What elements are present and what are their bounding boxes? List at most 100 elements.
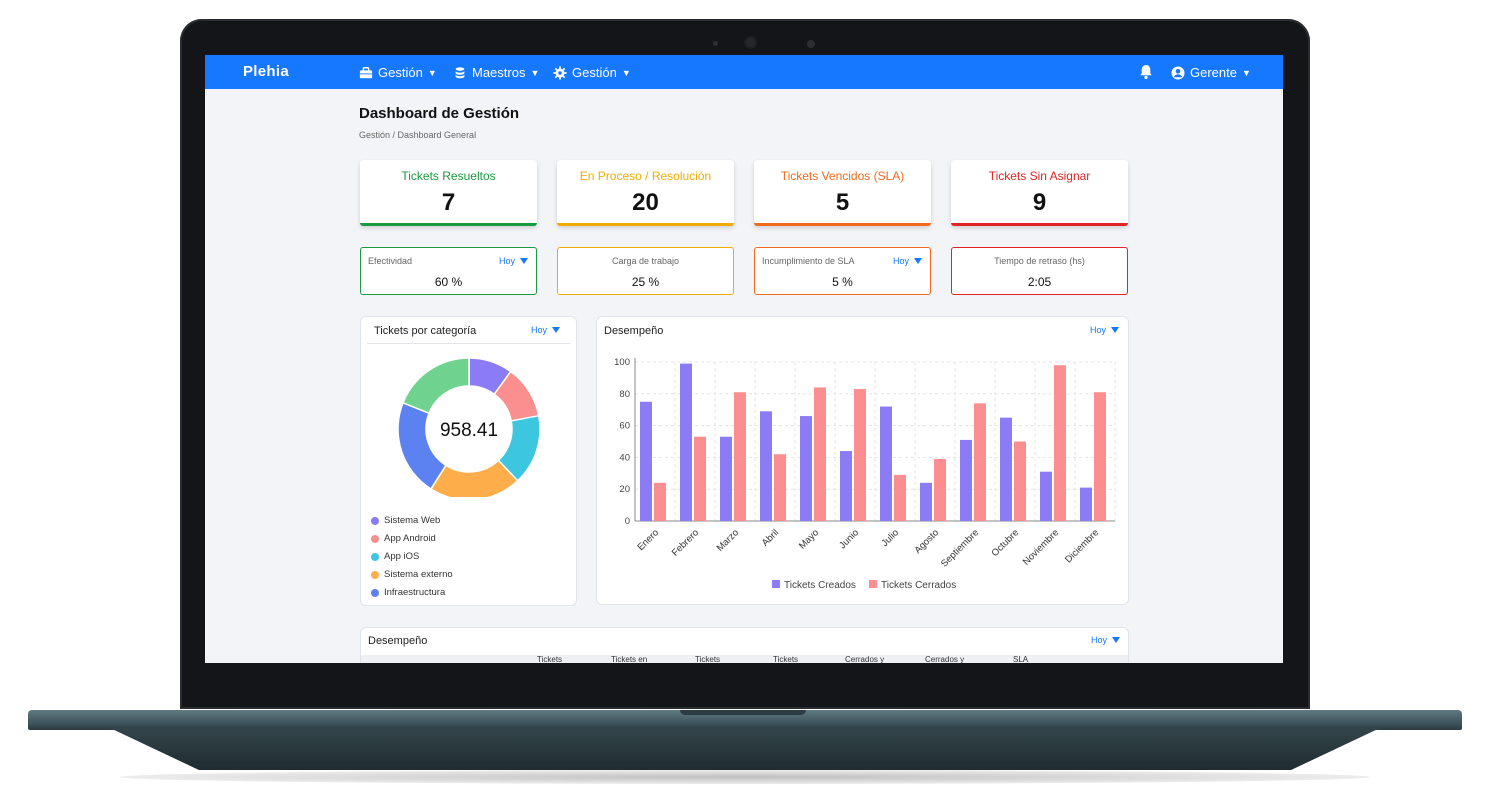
bell-icon[interactable] [1139, 64, 1153, 80]
brand-logo[interactable]: Plehia [243, 63, 289, 80]
laptop-shadow [120, 770, 1370, 784]
kpi-value: 9 [1032, 189, 1047, 216]
legend-item: Sistema Web [371, 515, 440, 526]
legend-item: Infraestructura [371, 587, 445, 598]
kpi-card-vencidos[interactable]: Tickets Vencidos (SLA) 5 [754, 160, 931, 226]
filter-dropdown[interactable]: Hoy [1091, 635, 1121, 645]
bar[interactable] [774, 454, 786, 521]
table-header-cell: Tickets [537, 655, 563, 663]
metric-card-incumplimiento: Incumplimiento de SLA Hoy 5 % [754, 247, 931, 295]
x-tick-label: Febrero [670, 527, 701, 558]
bar[interactable] [800, 416, 812, 521]
bar[interactable] [814, 387, 826, 521]
bar-chart: 0 20 40 60 80 100 Enero Febrero Marzo Abril Mayo Ju… [614, 357, 1116, 591]
metric-card-efectividad: Efectividad Hoy 60 % [360, 247, 537, 295]
card-title: Desempeño [604, 325, 664, 337]
x-tick-label: Marzo [715, 527, 741, 553]
bar[interactable] [720, 436, 732, 521]
y-tick-label: 0 [625, 516, 630, 527]
bar[interactable] [1094, 392, 1106, 521]
table-header-cell: Cerrados y [845, 655, 885, 663]
nav-item-label: Maestros [472, 65, 526, 80]
bar[interactable] [880, 406, 892, 521]
bar[interactable] [960, 439, 972, 521]
legend-swatch [869, 580, 877, 588]
x-tick-label: Abril [760, 527, 781, 548]
x-tick-label: Agosto [912, 527, 941, 556]
x-tick-label: Noviembre [1021, 527, 1061, 567]
y-tick-label: 20 [619, 484, 630, 495]
x-tick-label: Diciembre [1063, 527, 1101, 565]
bar[interactable] [854, 389, 866, 521]
bar[interactable] [734, 392, 746, 521]
laptop-base [28, 710, 1462, 730]
legend-dot [371, 552, 379, 561]
filter-dropdown[interactable]: Hoy [531, 325, 561, 335]
legend-label: Tickets Cerrados [881, 580, 956, 591]
kpi-value: 7 [441, 189, 456, 216]
caret-down-icon [1111, 327, 1120, 333]
breadcrumb: Gestión / Dashboard General [359, 130, 477, 140]
caret-down-icon [1112, 637, 1121, 643]
filter-dropdown[interactable]: Hoy [893, 256, 923, 266]
caret-down-icon [914, 258, 923, 264]
bar[interactable] [894, 474, 906, 521]
legend-label: Sistema externo [384, 569, 453, 580]
metric-card-carga: Carga de trabajo 25 % [557, 247, 734, 295]
briefcase-icon [359, 66, 373, 78]
bar[interactable] [1080, 487, 1092, 521]
database-icon [455, 66, 465, 78]
filter-label: Hoy [531, 325, 548, 335]
filter-dropdown[interactable]: Hoy [499, 256, 529, 266]
metric-label: Tiempo de retraso (hs) [994, 256, 1085, 266]
metric-card-retraso: Tiempo de retraso (hs) 2:05 [951, 247, 1128, 295]
kpi-accent-line [557, 223, 734, 226]
gear-icon [553, 65, 567, 80]
bar[interactable] [654, 482, 666, 521]
bar[interactable] [974, 403, 986, 521]
bar[interactable] [1000, 417, 1012, 521]
kpi-label: Tickets Sin Asignar [988, 169, 1091, 183]
nav-maestros-menu[interactable]: Maestros ▼ [453, 65, 539, 80]
user-name: Gerente [1190, 65, 1237, 80]
bar[interactable] [1014, 441, 1026, 522]
caret-down-icon [552, 327, 561, 333]
kpi-card-en-proceso[interactable]: En Proceso / Resolución 20 [557, 160, 734, 226]
donut-slice[interactable] [397, 401, 447, 490]
top-navbar: Plehia Gestión ▼ Maestros ▼ [205, 55, 1283, 89]
bar[interactable] [760, 411, 772, 521]
legend-label: App iOS [384, 551, 420, 562]
legend-item: App Android [371, 533, 436, 544]
legend-item: App iOS [371, 551, 419, 562]
bar[interactable] [934, 458, 946, 521]
nav-item-label: Gestión [378, 65, 423, 80]
nav-gestion-menu[interactable]: Gestión ▼ [359, 65, 437, 80]
user-menu[interactable]: Gerente ▼ [1171, 65, 1251, 80]
filter-label: Hoy [1090, 325, 1107, 335]
bar[interactable] [640, 401, 652, 521]
nav-gestion-settings-menu[interactable]: Gestión ▼ [553, 65, 631, 80]
kpi-card-resueltos[interactable]: Tickets Resueltos 7 [360, 160, 537, 226]
metric-value: 25 % [631, 275, 660, 289]
legend-dot [371, 534, 379, 543]
table-header-cell: Tickets [773, 655, 799, 663]
kpi-label: Tickets Vencidos (SLA) [780, 169, 905, 183]
bar[interactable] [1040, 471, 1052, 521]
bar[interactable] [1054, 365, 1066, 521]
bar[interactable] [920, 482, 932, 521]
bar[interactable] [840, 451, 852, 521]
donut-slice[interactable] [402, 357, 470, 415]
filter-dropdown[interactable]: Hoy [1090, 325, 1120, 335]
bar[interactable] [694, 436, 706, 521]
kpi-card-sin-asignar[interactable]: Tickets Sin Asignar 9 [951, 160, 1128, 226]
legend-label: Infraestructura [384, 587, 446, 598]
webcam [746, 38, 755, 47]
caret-down-icon [520, 258, 529, 264]
kpi-label: Tickets Resueltos [401, 169, 496, 183]
legend-label: Tickets Creados [784, 580, 856, 591]
category-card: Tickets por categoría Hoy 958.41 Sistema… [360, 316, 577, 606]
legend-label: App Android [384, 533, 436, 544]
kpi-accent-line [754, 223, 931, 226]
x-tick-label: Octubre [989, 527, 1021, 559]
bar[interactable] [680, 363, 692, 521]
